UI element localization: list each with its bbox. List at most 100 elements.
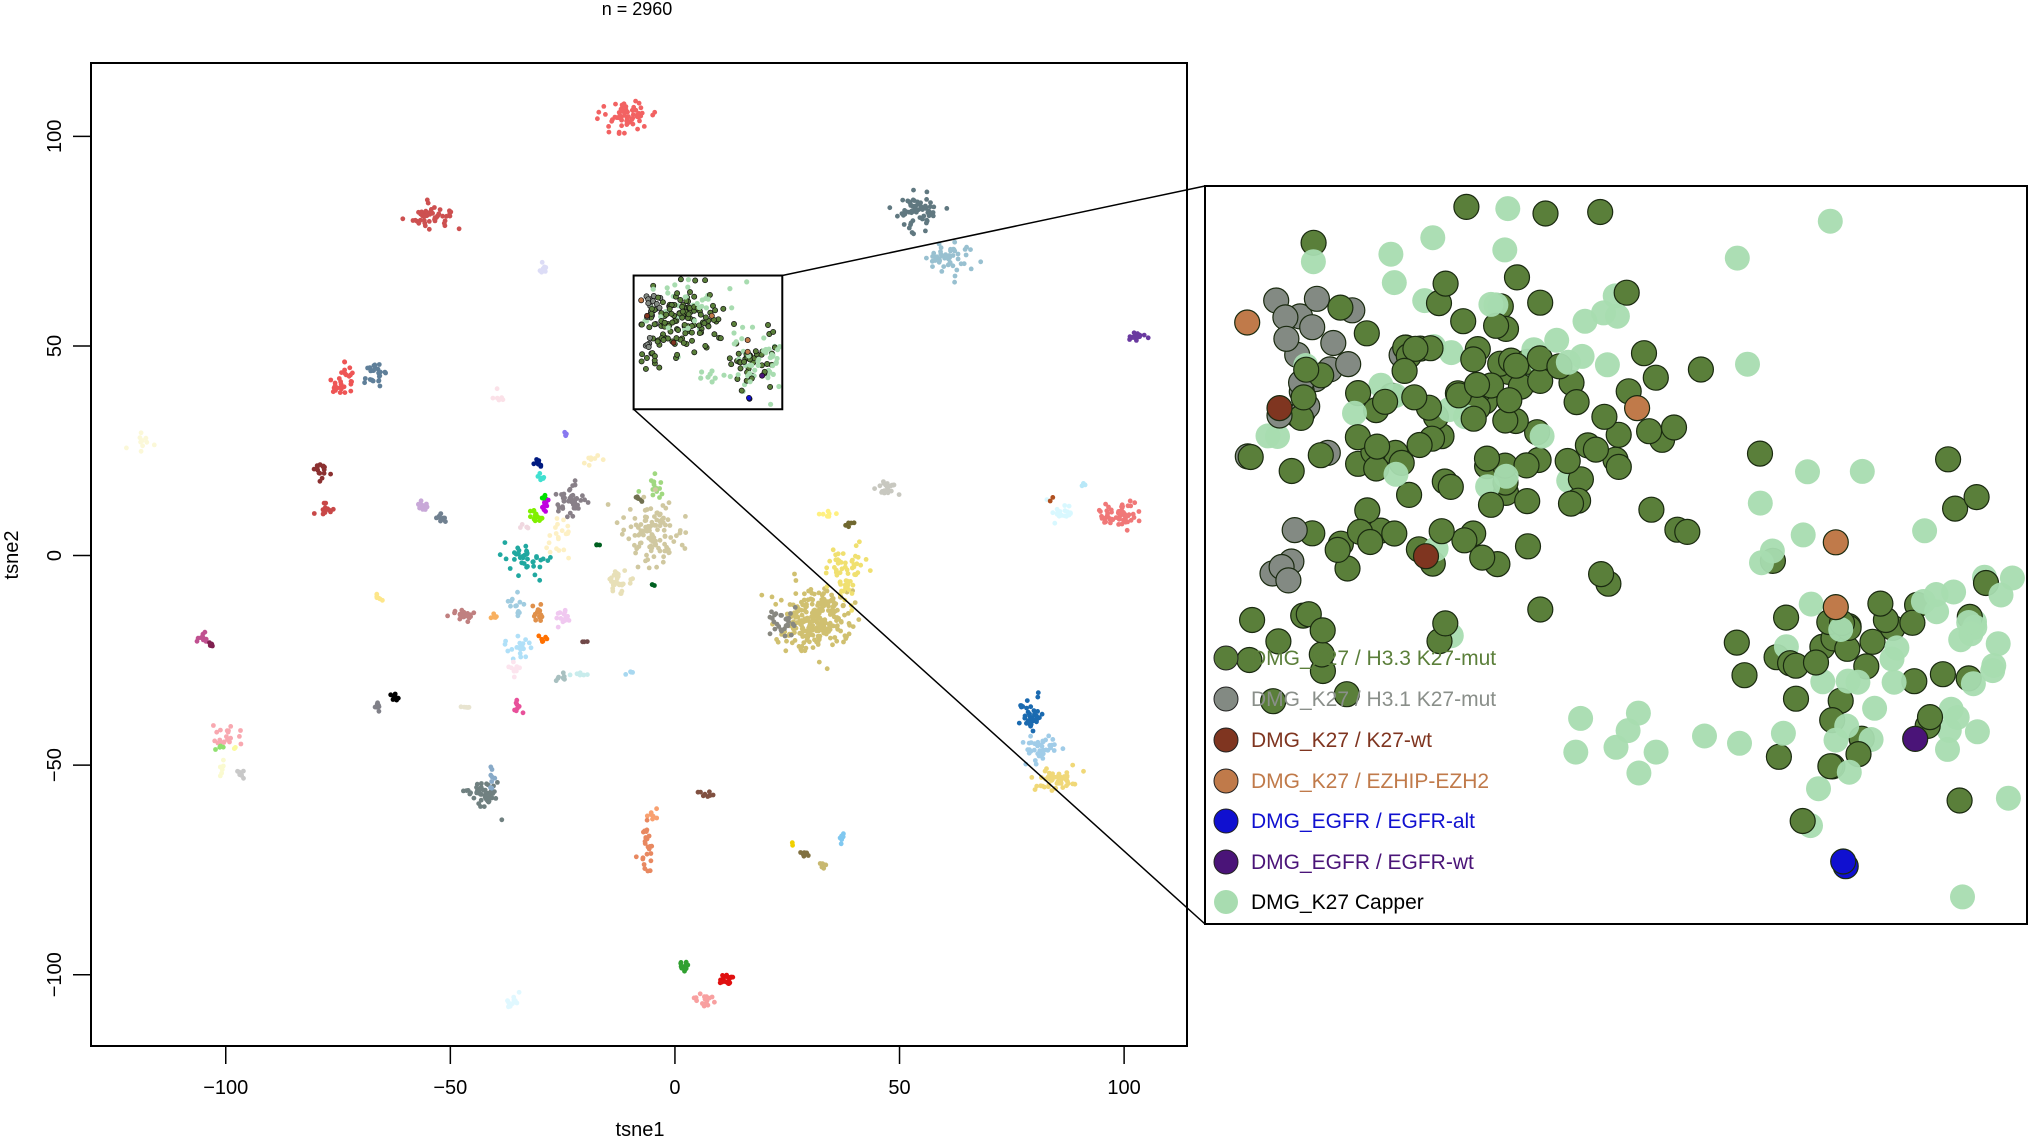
data-point — [938, 249, 943, 255]
data-point — [929, 258, 935, 264]
data-point — [347, 365, 353, 371]
data-point — [801, 640, 807, 646]
data-point — [572, 482, 578, 488]
data-point — [580, 639, 585, 645]
inset-data-point — [1307, 442, 1334, 469]
data-point — [623, 109, 629, 114]
data-point — [516, 573, 521, 579]
data-point — [788, 632, 794, 638]
data-point — [792, 605, 798, 610]
data-point — [629, 107, 635, 113]
data-point — [648, 506, 654, 512]
data-point — [806, 625, 812, 631]
data-point — [237, 734, 242, 739]
data-point — [377, 369, 383, 375]
data-point — [1050, 495, 1056, 500]
inset-data-point — [1642, 364, 1669, 391]
data-point — [830, 547, 836, 553]
data-point — [1066, 512, 1072, 518]
inset-data-point — [1934, 446, 1962, 473]
data-point — [527, 508, 533, 514]
data-point — [877, 483, 883, 489]
legend-item-egfr-wt: DMG_EGFR / EGFR-wt — [1213, 849, 1474, 875]
inset-data-point — [1335, 351, 1362, 378]
data-point — [926, 213, 932, 219]
inset-data-point — [1563, 389, 1590, 416]
data-point — [614, 570, 620, 576]
data-point — [536, 458, 542, 463]
data-point — [627, 580, 633, 586]
data-point — [670, 339, 677, 346]
data-point — [770, 363, 776, 369]
data-point — [729, 305, 735, 311]
data-point — [759, 372, 766, 379]
data-point — [556, 548, 562, 553]
data-point — [635, 525, 641, 530]
data-point — [810, 645, 816, 650]
data-point — [809, 601, 815, 607]
inset-data-point — [1437, 473, 1464, 500]
data-point — [659, 299, 666, 306]
data-point — [492, 789, 497, 794]
inset-data-point — [1963, 484, 1990, 511]
data-point — [612, 582, 617, 588]
data-point — [950, 253, 956, 258]
legend-item-h33: DMG_K27 / H3.3 K27-mut — [1213, 645, 1496, 671]
data-point — [627, 507, 633, 512]
data-point — [776, 383, 782, 390]
data-point — [478, 785, 484, 791]
data-point — [821, 591, 826, 596]
data-point — [644, 813, 650, 819]
data-point — [586, 462, 592, 468]
data-point — [931, 250, 937, 256]
data-point — [952, 248, 958, 254]
inset-data-point — [1946, 787, 1973, 814]
data-point — [702, 314, 709, 321]
inset-data-point — [1451, 527, 1478, 554]
data-point — [554, 615, 560, 621]
data-point — [685, 284, 691, 290]
data-point — [928, 200, 933, 206]
data-point — [424, 197, 430, 203]
data-point — [820, 511, 826, 517]
inset-data-point — [1902, 725, 1929, 753]
data-point — [621, 515, 626, 520]
inset-data-point — [1980, 658, 2006, 684]
inset-data-point — [1234, 309, 1261, 336]
data-point — [717, 980, 723, 986]
inset-data-point — [1899, 609, 1926, 636]
data-point — [785, 622, 790, 628]
inset-data-point — [1747, 490, 1773, 516]
data-point — [642, 841, 648, 846]
data-point — [371, 363, 377, 368]
inset-data-point — [1363, 433, 1391, 460]
legend-label: DMG_K27 / H3.1 K27-mut — [1251, 688, 1496, 711]
legend-swatch — [1213, 849, 1239, 875]
data-point — [542, 265, 547, 271]
data-point — [756, 356, 762, 362]
data-point — [1119, 521, 1125, 527]
data-point — [577, 672, 583, 678]
data-point — [337, 390, 343, 395]
data-point — [603, 112, 608, 117]
data-point — [628, 524, 634, 530]
data-point — [1035, 694, 1041, 700]
data-point — [1052, 520, 1058, 526]
data-point — [749, 324, 756, 330]
data-point — [663, 311, 670, 318]
data-point — [1066, 503, 1072, 509]
data-point — [532, 611, 538, 617]
inset-data-point — [1544, 327, 1570, 353]
data-point — [493, 796, 499, 801]
data-point — [832, 635, 838, 640]
data-point — [556, 508, 561, 514]
inset-data-point — [1936, 717, 1962, 743]
data-point — [651, 482, 657, 488]
inset-data-point — [1995, 785, 2021, 811]
data-point — [545, 558, 551, 563]
inset-data-point — [1912, 518, 1938, 544]
data-point — [348, 388, 354, 394]
inset-data-point — [1643, 739, 1669, 765]
data-point — [782, 633, 788, 639]
data-point — [720, 305, 727, 312]
